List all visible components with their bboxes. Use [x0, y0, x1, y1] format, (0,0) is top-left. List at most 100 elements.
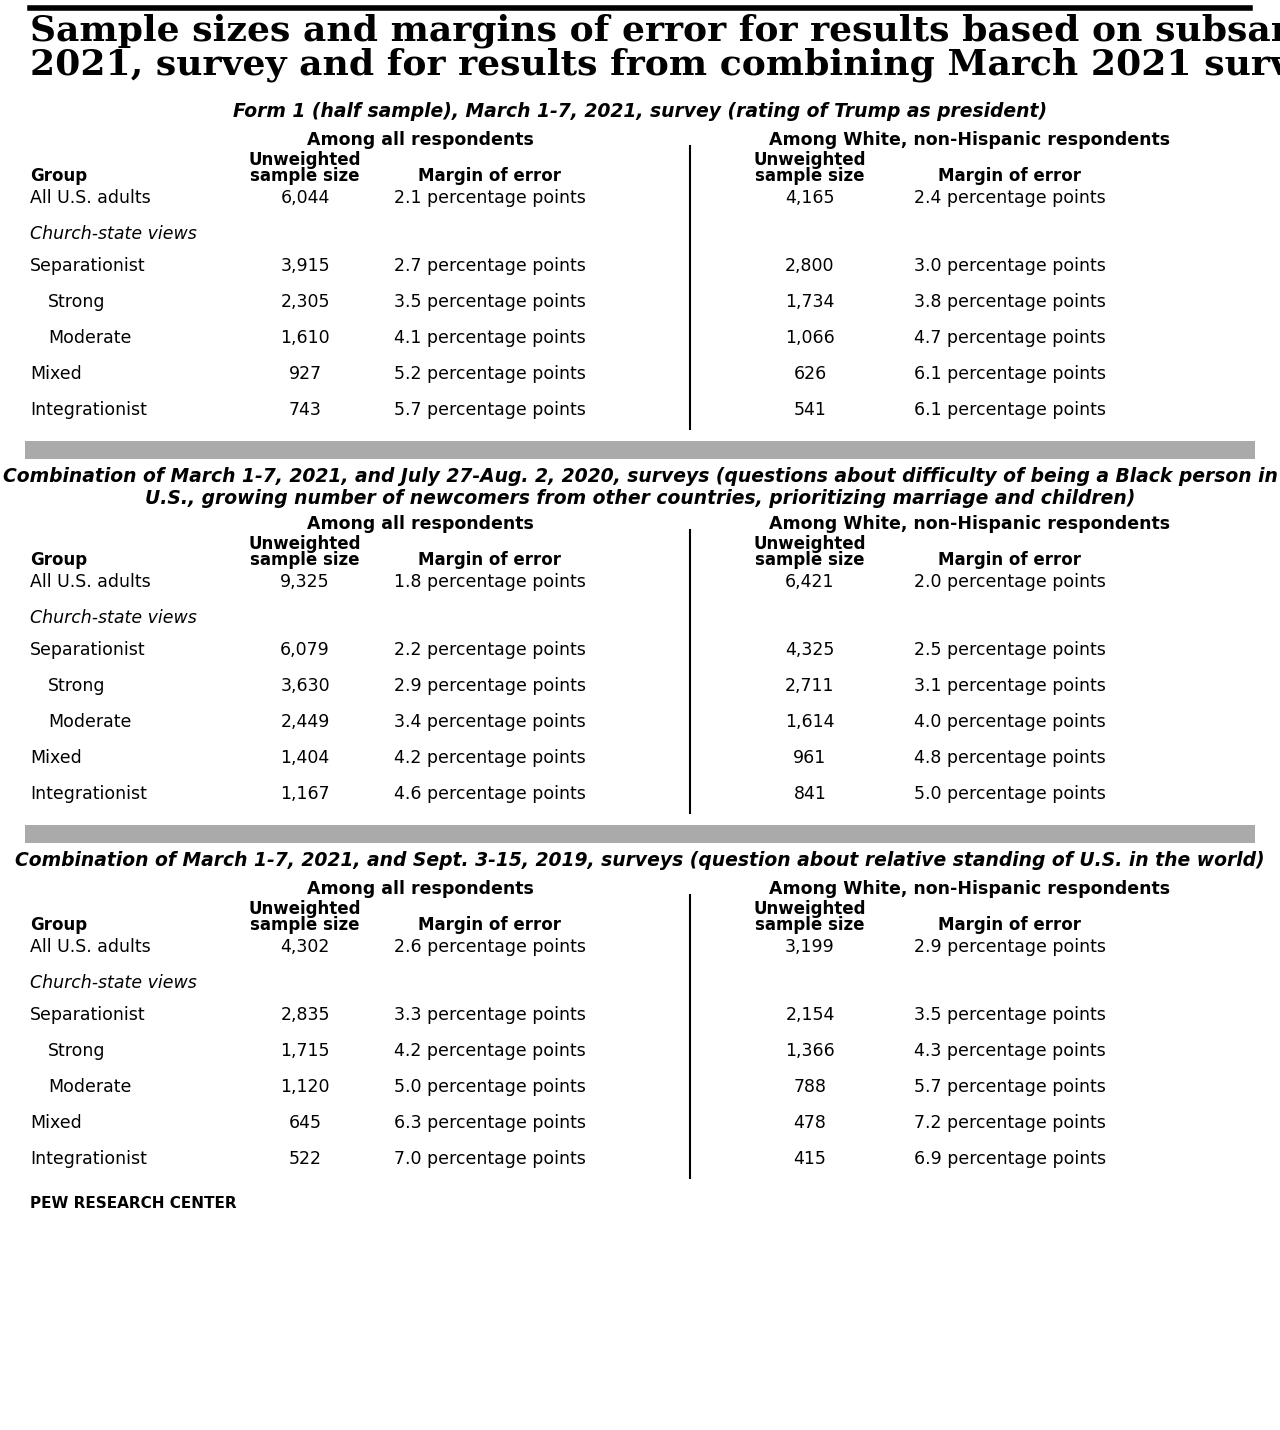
Text: 2,449: 2,449: [280, 714, 330, 731]
Text: Unweighted: Unweighted: [248, 899, 361, 918]
Text: Sample sizes and margins of error for results based on subsample from March 1-7,: Sample sizes and margins of error for re…: [29, 14, 1280, 49]
Text: 9,325: 9,325: [280, 573, 330, 591]
Text: 5.7 percentage points: 5.7 percentage points: [394, 400, 586, 419]
Text: 2,154: 2,154: [786, 1005, 835, 1024]
Text: 4.7 percentage points: 4.7 percentage points: [914, 329, 1106, 347]
Text: Strong: Strong: [49, 676, 105, 695]
Text: Among White, non-Hispanic respondents: Among White, non-Hispanic respondents: [769, 132, 1171, 149]
Text: sample size: sample size: [755, 917, 865, 934]
Text: 2,305: 2,305: [280, 293, 330, 310]
Text: 6,421: 6,421: [785, 573, 835, 591]
Text: 522: 522: [288, 1150, 321, 1168]
Text: 2.1 percentage points: 2.1 percentage points: [394, 189, 586, 207]
Text: Group: Group: [29, 551, 87, 569]
Text: Among White, non-Hispanic respondents: Among White, non-Hispanic respondents: [769, 515, 1171, 533]
Text: 927: 927: [288, 365, 321, 383]
Text: 2.7 percentage points: 2.7 percentage points: [394, 257, 586, 275]
Text: 2,711: 2,711: [785, 676, 835, 695]
Text: 6.3 percentage points: 6.3 percentage points: [394, 1114, 586, 1133]
Text: All U.S. adults: All U.S. adults: [29, 938, 151, 957]
Text: Integrationist: Integrationist: [29, 785, 147, 804]
Text: Among all respondents: Among all respondents: [307, 879, 534, 898]
Text: 1.8 percentage points: 1.8 percentage points: [394, 573, 586, 591]
Text: All U.S. adults: All U.S. adults: [29, 573, 151, 591]
Text: Strong: Strong: [49, 293, 105, 310]
Text: 3.1 percentage points: 3.1 percentage points: [914, 676, 1106, 695]
Text: 1,066: 1,066: [785, 329, 835, 347]
Text: 2.0 percentage points: 2.0 percentage points: [914, 573, 1106, 591]
Text: Separationist: Separationist: [29, 641, 146, 659]
Text: Margin of error: Margin of error: [938, 551, 1082, 569]
Text: Mixed: Mixed: [29, 365, 82, 383]
Text: 1,366: 1,366: [785, 1042, 835, 1060]
Text: Margin of error: Margin of error: [419, 917, 562, 934]
Text: 4,302: 4,302: [280, 938, 330, 957]
Text: 6,079: 6,079: [280, 641, 330, 659]
Text: 3,199: 3,199: [785, 938, 835, 957]
Text: Unweighted: Unweighted: [754, 899, 867, 918]
Text: Moderate: Moderate: [49, 1078, 132, 1095]
Text: 6.9 percentage points: 6.9 percentage points: [914, 1150, 1106, 1168]
Text: 841: 841: [794, 785, 827, 804]
Text: Integrationist: Integrationist: [29, 400, 147, 419]
Text: 3.0 percentage points: 3.0 percentage points: [914, 257, 1106, 275]
Text: 4,165: 4,165: [785, 189, 835, 207]
Text: 541: 541: [794, 400, 827, 419]
Text: 7.2 percentage points: 7.2 percentage points: [914, 1114, 1106, 1133]
Text: Unweighted: Unweighted: [248, 152, 361, 169]
Bar: [26, 825, 1254, 844]
Text: 4.0 percentage points: 4.0 percentage points: [914, 714, 1106, 731]
Text: 4.1 percentage points: 4.1 percentage points: [394, 329, 586, 347]
Text: 3.5 percentage points: 3.5 percentage points: [394, 293, 586, 310]
Text: 2.6 percentage points: 2.6 percentage points: [394, 938, 586, 957]
Text: Margin of error: Margin of error: [938, 167, 1082, 184]
Text: Group: Group: [29, 167, 87, 184]
Text: sample size: sample size: [755, 167, 865, 184]
Text: 3.5 percentage points: 3.5 percentage points: [914, 1005, 1106, 1024]
Bar: [26, 440, 1254, 459]
Text: Unweighted: Unweighted: [248, 535, 361, 553]
Text: 7.0 percentage points: 7.0 percentage points: [394, 1150, 586, 1168]
Text: Moderate: Moderate: [49, 714, 132, 731]
Text: Unweighted: Unweighted: [754, 535, 867, 553]
Text: PEW RESEARCH CENTER: PEW RESEARCH CENTER: [29, 1195, 237, 1211]
Text: 2021, survey and for results from combining March 2021 survey with earlier surve: 2021, survey and for results from combin…: [29, 49, 1280, 83]
Text: Mixed: Mixed: [29, 1114, 82, 1133]
Text: 1,734: 1,734: [786, 293, 835, 310]
Text: Mixed: Mixed: [29, 749, 82, 766]
Text: Combination of March 1-7, 2021, and July 27-Aug. 2, 2020, surveys (questions abo: Combination of March 1-7, 2021, and July…: [3, 468, 1277, 508]
Text: 3.4 percentage points: 3.4 percentage points: [394, 714, 586, 731]
Text: 4.6 percentage points: 4.6 percentage points: [394, 785, 586, 804]
Text: 2.5 percentage points: 2.5 percentage points: [914, 641, 1106, 659]
Text: Margin of error: Margin of error: [419, 551, 562, 569]
Text: Margin of error: Margin of error: [938, 917, 1082, 934]
Text: All U.S. adults: All U.S. adults: [29, 189, 151, 207]
Text: 2.4 percentage points: 2.4 percentage points: [914, 189, 1106, 207]
Text: 1,120: 1,120: [280, 1078, 330, 1095]
Text: 788: 788: [794, 1078, 827, 1095]
Text: 478: 478: [794, 1114, 827, 1133]
Text: 1,167: 1,167: [280, 785, 330, 804]
Text: 3,630: 3,630: [280, 676, 330, 695]
Text: 2.2 percentage points: 2.2 percentage points: [394, 641, 586, 659]
Text: 3,915: 3,915: [280, 257, 330, 275]
Text: 4.8 percentage points: 4.8 percentage points: [914, 749, 1106, 766]
Text: Church-state views: Church-state views: [29, 974, 197, 992]
Text: sample size: sample size: [251, 917, 360, 934]
Text: Separationist: Separationist: [29, 257, 146, 275]
Text: 743: 743: [288, 400, 321, 419]
Text: Group: Group: [29, 917, 87, 934]
Text: 6.1 percentage points: 6.1 percentage points: [914, 400, 1106, 419]
Text: Strong: Strong: [49, 1042, 105, 1060]
Text: 4.3 percentage points: 4.3 percentage points: [914, 1042, 1106, 1060]
Text: sample size: sample size: [251, 551, 360, 569]
Text: 2.9 percentage points: 2.9 percentage points: [394, 676, 586, 695]
Text: 1,610: 1,610: [280, 329, 330, 347]
Text: Church-state views: Church-state views: [29, 225, 197, 243]
Text: 6,044: 6,044: [280, 189, 330, 207]
Text: Separationist: Separationist: [29, 1005, 146, 1024]
Text: 6.1 percentage points: 6.1 percentage points: [914, 365, 1106, 383]
Text: 415: 415: [794, 1150, 827, 1168]
Text: Combination of March 1-7, 2021, and Sept. 3-15, 2019, surveys (question about re: Combination of March 1-7, 2021, and Sept…: [15, 851, 1265, 869]
Text: sample size: sample size: [755, 551, 865, 569]
